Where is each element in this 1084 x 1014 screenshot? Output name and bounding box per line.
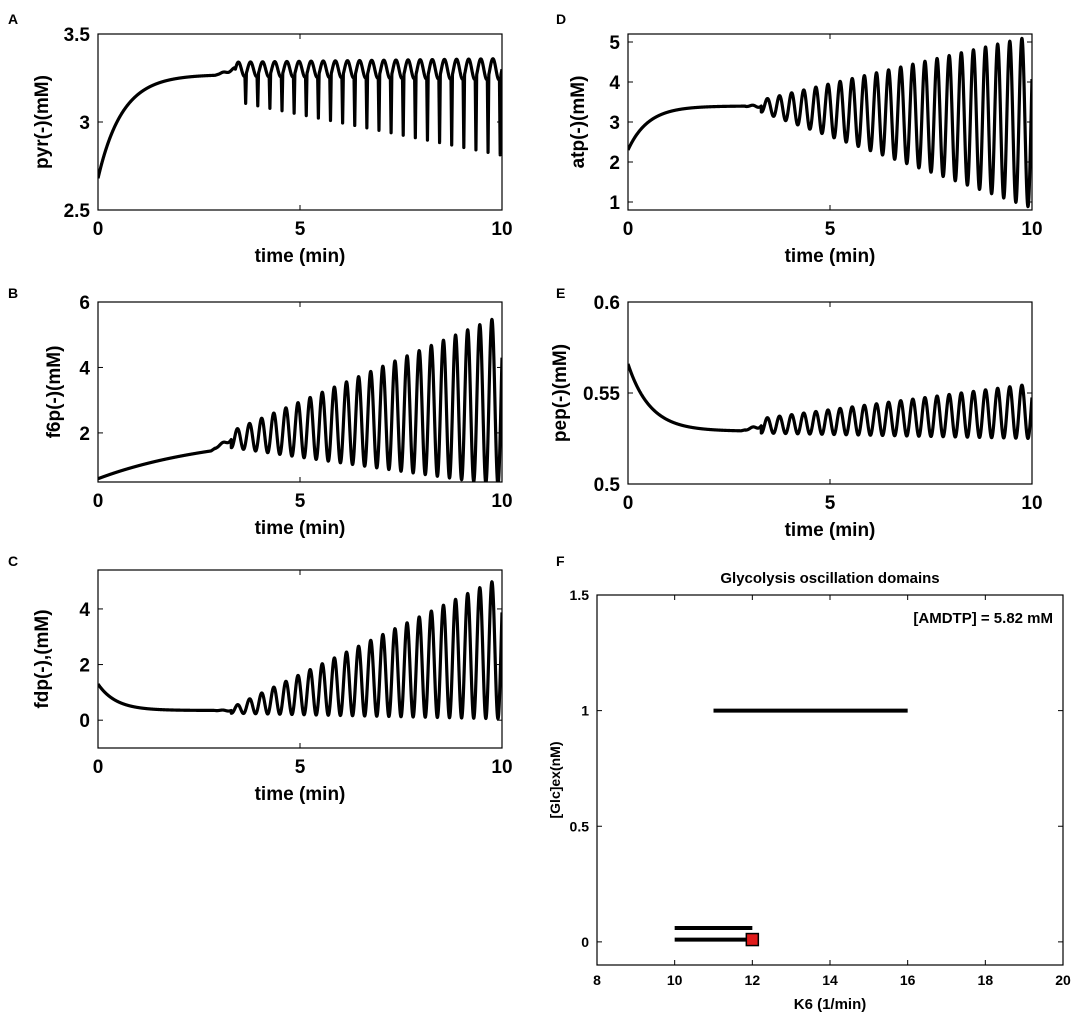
y-tick-label: 6 <box>79 293 90 314</box>
panel-c: C 0 5 10 0 2 4 time (min) fdp(-),(mM) <box>8 553 513 805</box>
x-tick-label: 5 <box>295 491 306 512</box>
panel-a: A 0 5 10 2.5 3 3.5 time (min) pyr(-)(mM) <box>8 11 513 267</box>
y-tick-label: 2 <box>79 424 90 445</box>
y-tick-label: 5 <box>609 33 620 54</box>
y-tick-label: 1.5 <box>570 587 590 603</box>
y-axis-label: atp(-)(mM) <box>568 76 589 169</box>
x-tick-label: 20 <box>1055 972 1071 988</box>
x-axis-label: time (min) <box>255 784 346 805</box>
y-axis-label: pep(-)(mM) <box>550 344 571 442</box>
y-tick-label: 1 <box>609 193 620 214</box>
x-tick-label: 10 <box>491 219 512 240</box>
panel-f: F 8 10 12 14 16 18 20 0 0.5 1 1.5 K6 (1/min) [Glc]ex(… <box>547 553 1071 1013</box>
y-tick-label: 0.6 <box>594 293 620 314</box>
x-tick-label: 10 <box>1021 493 1042 514</box>
y-tick-label: 2.5 <box>64 201 91 222</box>
x-tick-label: 18 <box>978 972 994 988</box>
y-tick-label: 4 <box>79 600 90 621</box>
x-tick-label: 5 <box>825 219 836 240</box>
panel-letter: C <box>8 553 18 569</box>
y-tick-label: 2 <box>79 656 90 677</box>
x-tick-label: 5 <box>825 493 836 514</box>
y-axis-label: [Glc]ex(nM) <box>547 742 563 819</box>
x-tick-label: 0 <box>623 493 634 514</box>
y-tick-label: 3.5 <box>64 25 91 46</box>
series-line-fdp <box>98 580 502 721</box>
y-tick-label: 4 <box>79 358 90 379</box>
x-tick-label: 10 <box>491 491 512 512</box>
x-tick-label: 5 <box>295 219 306 240</box>
y-tick-label: 0.5 <box>570 818 590 834</box>
y-tick-label: 0.55 <box>583 384 620 405</box>
x-tick-label: 10 <box>667 972 683 988</box>
series-line-f6p <box>98 317 502 482</box>
panel-b: B 0 5 10 2 4 6 time (min) f6p(-)(mM) <box>8 285 513 539</box>
y-tick-label: 3 <box>79 113 90 134</box>
series-line-atp <box>628 36 1032 209</box>
x-tick-label: 0 <box>93 219 104 240</box>
panel-letter: D <box>556 11 566 27</box>
panel-letter: E <box>556 285 565 301</box>
x-tick-label: 0 <box>93 757 104 778</box>
y-tick-label: 0 <box>79 711 90 732</box>
marker-square <box>745 932 760 947</box>
x-tick-label: 14 <box>822 972 838 988</box>
x-tick-label: 5 <box>295 757 306 778</box>
x-axis-label: time (min) <box>255 246 346 267</box>
x-tick-label: 0 <box>93 491 104 512</box>
x-tick-label: 8 <box>593 972 601 988</box>
y-tick-label: 1 <box>581 703 589 719</box>
y-tick-label: 4 <box>609 73 620 94</box>
axes-frame <box>596 594 1064 966</box>
annotation: [AMDTP] = 5.82 mM <box>913 610 1053 627</box>
panel-letter: A <box>8 11 18 27</box>
panel-letter: B <box>8 285 18 301</box>
x-axis-label: time (min) <box>255 518 346 539</box>
x-axis-label: time (min) <box>785 246 876 267</box>
y-tick-label: 2 <box>609 153 620 174</box>
series-line-pyr <box>98 57 502 180</box>
x-tick-label: 16 <box>900 972 916 988</box>
panel-letter: F <box>556 553 565 569</box>
y-axis-label: fdp(-),(mM) <box>32 609 53 708</box>
y-tick-label: 3 <box>609 113 620 134</box>
x-axis-label: K6 (1/min) <box>794 996 867 1013</box>
x-axis-label: time (min) <box>785 520 876 541</box>
x-tick-label: 12 <box>745 972 761 988</box>
x-tick-label: 0 <box>623 219 634 240</box>
panel-e: E 0 5 10 0.5 0.55 0.6 time (min) pep(-)(mM) <box>550 285 1043 541</box>
panel-d: D 0 5 10 1 2 3 4 5 time (min) atp(-)(mM) <box>556 11 1043 267</box>
y-axis-label: f6p(-)(mM) <box>44 346 65 439</box>
y-tick-label: 0 <box>581 934 589 950</box>
x-tick-label: 10 <box>491 757 512 778</box>
chart-title: Glycolysis oscillation domains <box>720 570 939 587</box>
series-line-pep <box>628 362 1032 441</box>
y-tick-label: 0.5 <box>594 475 621 496</box>
x-tick-label: 10 <box>1021 219 1042 240</box>
y-axis-label: pyr(-)(mM) <box>32 75 53 169</box>
